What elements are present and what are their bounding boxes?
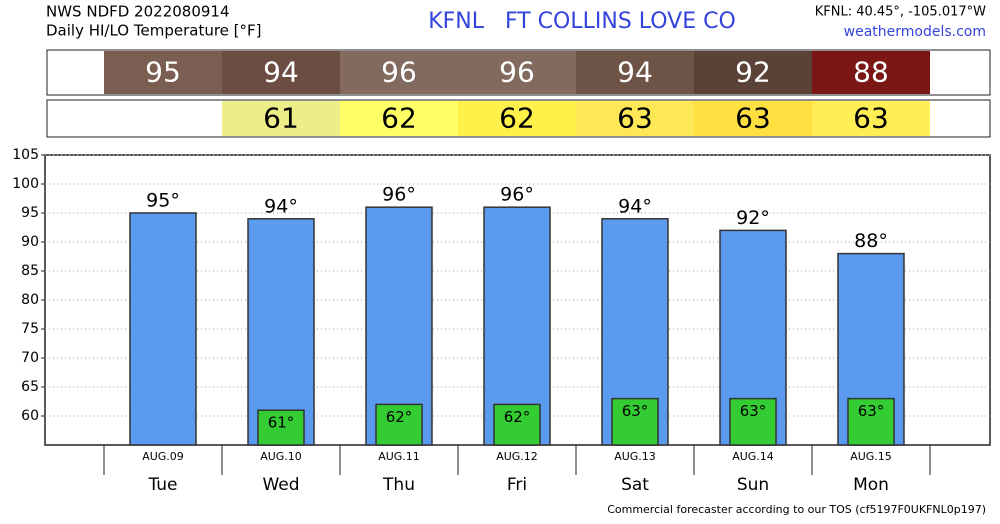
- strip-cell: [812, 51, 930, 94]
- strip-value: 63: [617, 102, 653, 135]
- y-tick-label: 75: [21, 321, 39, 337]
- value-label: 96°: [500, 184, 534, 206]
- value-label: 61°: [268, 414, 295, 432]
- x-date-label: AUG.10: [260, 450, 302, 463]
- value-label: 94°: [264, 195, 298, 217]
- y-tick-label: 85: [21, 263, 39, 279]
- strip-value: 63: [853, 102, 889, 135]
- y-tick-label: 70: [21, 350, 39, 366]
- value-label: 95°: [146, 190, 180, 212]
- value-label: 63°: [858, 402, 885, 420]
- y-tick-label: 105: [12, 147, 39, 163]
- strip-value: 96: [499, 56, 535, 89]
- strip-cell: [576, 51, 694, 94]
- y-tick-label: 80: [21, 292, 39, 308]
- value-label: 94°: [618, 195, 652, 217]
- footer: Commercial forecaster according to our T…: [607, 503, 986, 516]
- x-date-label: AUG.11: [378, 450, 420, 463]
- site[interactable]: weathermodels.com: [844, 24, 986, 40]
- strip-value: 95: [145, 56, 181, 89]
- value-label: 63°: [740, 402, 767, 420]
- bar: [247, 218, 315, 446]
- y-tick-label: 95: [21, 205, 39, 221]
- strip-cell: [222, 101, 340, 136]
- strip-value: 61: [263, 102, 299, 135]
- y-tick-label: 100: [12, 176, 39, 192]
- value-label: 62°: [386, 408, 413, 426]
- strip-cell: [222, 51, 340, 94]
- x-date-label: AUG.12: [496, 450, 538, 463]
- bar: [129, 212, 197, 446]
- strip-value: 62: [381, 102, 417, 135]
- x-tick-label: Fri: [507, 475, 527, 495]
- subtitle: Daily HI/LO Temperature [°F]: [46, 22, 262, 40]
- x-tick-label: Tue: [147, 475, 177, 495]
- x-tick-label: Thu: [382, 475, 415, 495]
- strip-value: 88: [853, 56, 889, 89]
- value-label: 92°: [736, 207, 770, 229]
- y-tick-label: 65: [21, 379, 39, 395]
- strip-value: 62: [499, 102, 535, 135]
- x-date-label: AUG.09: [142, 450, 184, 463]
- value-label: 62°: [504, 408, 531, 426]
- value-label: 63°: [622, 402, 649, 420]
- strip-cell: [104, 51, 222, 94]
- strip-cell: [812, 101, 930, 136]
- strip-cell: [576, 101, 694, 136]
- strip-cell: [340, 51, 458, 94]
- strip-value: 92: [735, 56, 771, 89]
- strip-cell: [458, 101, 576, 136]
- x-tick-label: Mon: [853, 475, 889, 495]
- x-tick-label: Wed: [262, 475, 299, 495]
- y-tick-label: 90: [21, 234, 39, 250]
- strip-value: 96: [381, 56, 417, 89]
- strip-value: 94: [263, 56, 299, 89]
- strip-cell: [694, 101, 812, 136]
- strip-cell: [694, 51, 812, 94]
- strip-cell: [458, 51, 576, 94]
- bar: [375, 403, 423, 446]
- x-tick-label: Sat: [621, 475, 649, 495]
- value-label: 88°: [854, 230, 888, 252]
- bar: [257, 409, 305, 446]
- y-tick-label: 60: [21, 408, 39, 424]
- station: KFNL FT COLLINS LOVE CO: [428, 9, 736, 34]
- x-date-label: AUG.14: [732, 450, 774, 463]
- strip-value: 94: [617, 56, 653, 89]
- strip-cell: [340, 101, 458, 136]
- source: NWS NDFD 2022080914: [46, 3, 230, 21]
- x-date-label: AUG.15: [850, 450, 892, 463]
- bar: [611, 397, 659, 446]
- x-tick-label: Sun: [737, 475, 769, 495]
- bar: [729, 397, 777, 446]
- bar: [847, 397, 895, 446]
- x-date-label: AUG.13: [614, 450, 656, 463]
- strip-value: 63: [735, 102, 771, 135]
- bar: [493, 403, 541, 446]
- value-label: 96°: [382, 184, 416, 206]
- coords: KFNL: 40.45°, -105.017°W: [815, 5, 986, 20]
